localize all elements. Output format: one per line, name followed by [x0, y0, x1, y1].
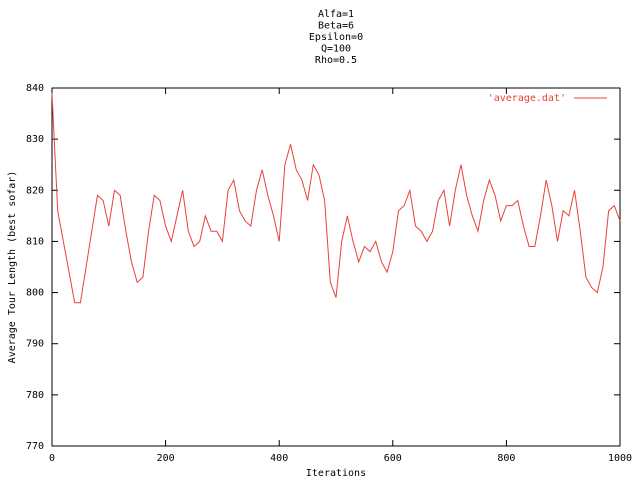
chart-title: Beta=6: [318, 21, 354, 32]
y-tick-label: 800: [26, 288, 44, 299]
y-tick-label: 790: [26, 339, 44, 350]
y-tick-label: 810: [26, 236, 44, 247]
plot-frame: [51, 87, 621, 447]
y-tick-label: 840: [26, 83, 44, 94]
y-tick-label: 780: [26, 390, 44, 401]
x-tick-label: 1000: [608, 453, 632, 464]
x-tick-label: 400: [270, 453, 288, 464]
x-tick-label: 200: [157, 453, 175, 464]
data-line: [51, 93, 621, 304]
y-tick-label: 830: [26, 134, 44, 145]
chart-title: Epsilon=0: [309, 32, 363, 43]
x-tick-label: 600: [384, 453, 402, 464]
y-tick-label: 820: [26, 185, 44, 196]
y-axis-label: Average Tour Length (best sofar): [7, 171, 18, 364]
legend-label: 'average.dat': [488, 93, 566, 104]
chart-title: Alfa=1: [318, 9, 354, 20]
chart-title: Rho=0.5: [315, 55, 357, 66]
x-tick-label: 0: [49, 453, 55, 464]
x-tick-label: 800: [497, 453, 515, 464]
y-tick-label: 770: [26, 441, 44, 452]
chart-title: Q=100: [321, 44, 351, 55]
x-axis-label: Iterations: [306, 468, 366, 479]
